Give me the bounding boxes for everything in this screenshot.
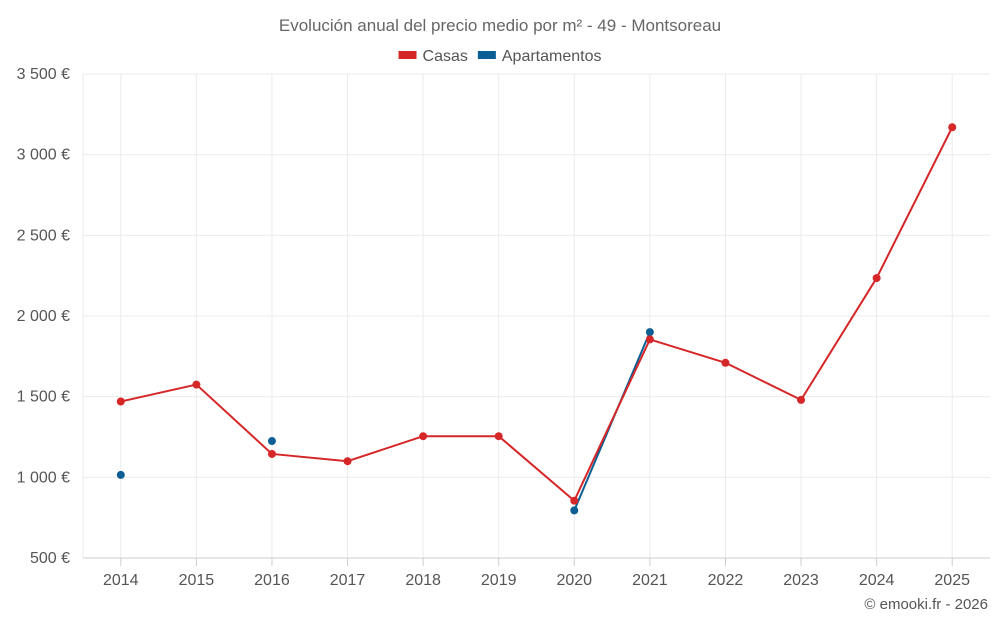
data-point-casas[interactable] [872,274,881,283]
x-tick-label: 2025 [934,572,970,589]
series-casas [116,123,957,505]
series-line-casas [195,383,273,455]
x-axis: 2014 2015 2016 2017 2018 2019 2020 2021 2022 2023… [83,557,990,589]
series-layer [116,123,957,515]
x-tick-label: 2014 [103,572,139,589]
y-tick-label: 2 500 € [17,227,70,244]
legend-label-apartamentos[interactable]: Apartamentos [502,48,602,65]
series-line-casas [497,435,576,502]
data-point-casas[interactable] [116,397,125,406]
x-tick-label: 2018 [405,572,441,589]
chart-title: Evolución anual del precio medio por m² … [279,16,721,35]
data-point-casas[interactable] [419,432,428,441]
x-tick-label: 2017 [330,572,366,589]
y-tick-label: 1 000 € [17,469,70,486]
data-point-apartamentos[interactable] [645,328,654,337]
data-point-casas[interactable] [645,335,654,344]
x-tick-label: 2015 [179,572,215,589]
data-point-casas[interactable] [570,496,579,505]
series-line-casas [119,383,198,403]
data-point-casas[interactable] [267,449,276,458]
data-point-casas[interactable] [721,358,730,367]
data-point-casas[interactable] [192,380,201,389]
y-tick-label: 3 000 € [17,147,70,164]
series-line-casas [346,435,425,463]
y-tick-label: 1 500 € [17,389,70,406]
data-point-casas[interactable] [343,457,352,466]
credit-text: © emooki.fr - 2026 [864,596,988,613]
legend: Casas Apartamentos [398,48,602,65]
y-tick-label: 3 500 € [17,66,70,83]
series-line-casas [270,452,349,463]
x-tick-label: 2016 [254,572,290,589]
x-tick-label: 2019 [481,572,517,589]
data-point-apartamentos[interactable] [267,437,276,446]
legend-swatch-casas[interactable] [398,51,417,59]
x-tick-label: 2024 [859,572,895,589]
data-point-casas[interactable] [494,432,503,441]
data-point-apartamentos[interactable] [116,470,125,479]
data-point-casas[interactable] [948,123,957,132]
data-point-casas[interactable] [797,395,806,404]
series-apartamentos [116,328,654,515]
series-line-casas [724,361,803,401]
data-point-apartamentos[interactable] [570,506,579,515]
series-line-casas [875,126,954,280]
y-axis: 500 € 1 000 € 1 500 € 2 000 € 2 500 € 3 000 €… [17,66,84,567]
x-tick-label: 2023 [783,572,819,589]
series-line-casas [573,338,651,502]
x-tick-label: 2020 [556,572,592,589]
x-tick-label: 2022 [708,572,744,589]
y-tick-label: 500 € [30,550,70,567]
x-tick-label: 2021 [632,572,668,589]
y-tick-label: 2 000 € [17,308,70,325]
grid [83,73,990,558]
series-line-casas [648,338,727,364]
legend-label-casas[interactable]: Casas [423,48,468,65]
legend-swatch-apartamentos[interactable] [477,51,496,59]
series-line-casas [800,277,878,401]
